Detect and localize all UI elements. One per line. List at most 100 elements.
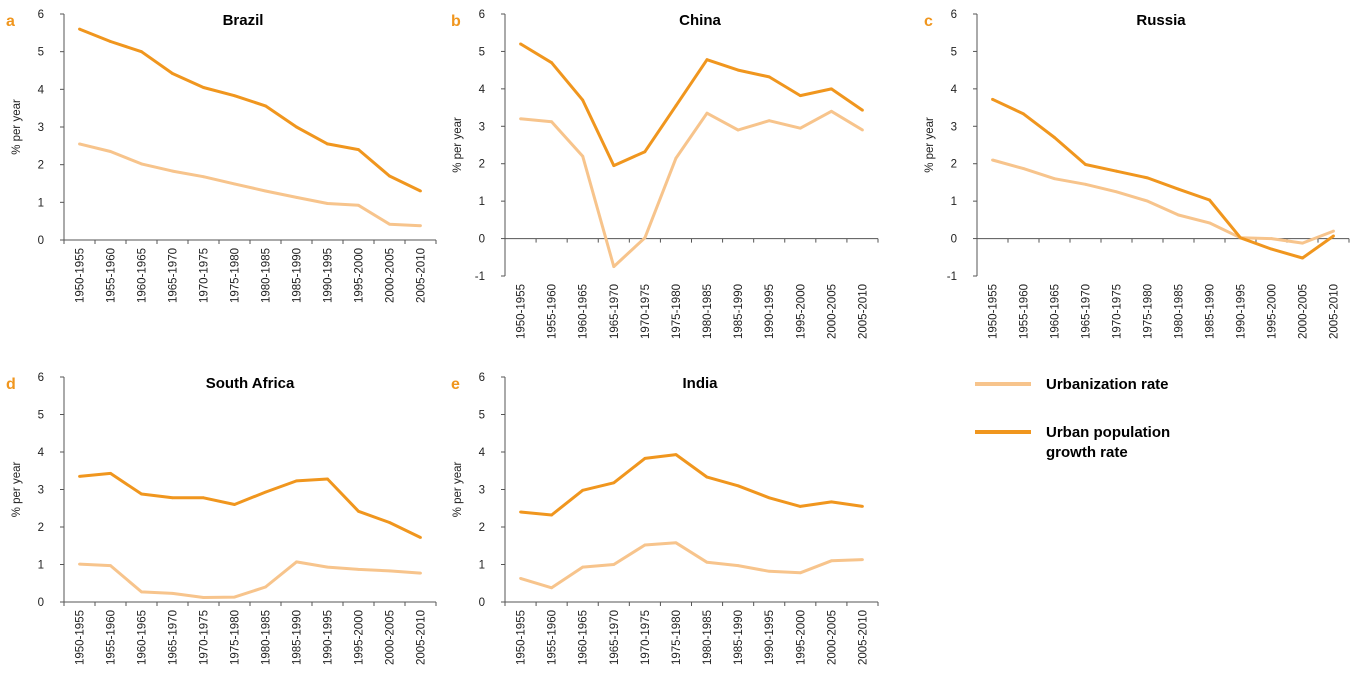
data-point-urbanization xyxy=(991,158,994,162)
data-point-urbanization xyxy=(109,150,112,153)
data-point-urban-growth xyxy=(991,97,994,101)
x-tick-label: 1975-1980 xyxy=(230,610,242,665)
x-tick-label: 1980-1985 xyxy=(702,284,714,339)
x-tick-label: 1985-1990 xyxy=(733,284,745,339)
data-point-urbanization xyxy=(705,111,709,115)
y-tick-label: 0 xyxy=(479,234,485,246)
data-point-urban-growth xyxy=(643,456,647,460)
chart-title: India xyxy=(682,375,718,392)
y-tick-label: 1 xyxy=(951,196,957,208)
data-point-urban-growth xyxy=(643,150,647,154)
x-tick-label: 2000-2005 xyxy=(385,610,397,665)
data-point-urban-growth xyxy=(829,500,833,504)
chart-title: South Africa xyxy=(206,375,295,392)
data-point-urban-growth xyxy=(550,513,554,517)
y-axis-label: % per year xyxy=(11,99,23,155)
data-point-urban-growth xyxy=(78,27,81,31)
data-point-urbanization xyxy=(1084,182,1087,186)
panel-letter: e xyxy=(451,376,460,393)
y-axis-label: % per year xyxy=(452,462,464,518)
panel-letter: b xyxy=(451,13,461,30)
y-tick-label: 2 xyxy=(479,159,485,171)
y-tick-label: 0 xyxy=(38,597,44,609)
y-tick-label: 0 xyxy=(38,235,44,247)
y-tick-label: 1 xyxy=(479,560,485,572)
data-point-urban-growth xyxy=(1022,112,1025,116)
data-point-urbanization xyxy=(78,142,81,146)
data-point-urban-growth xyxy=(388,521,391,524)
y-tick-label: -1 xyxy=(475,271,485,283)
data-point-urbanization xyxy=(1332,229,1335,233)
y-tick-label: 1 xyxy=(38,560,44,572)
x-tick-label: 1970-1975 xyxy=(1112,284,1124,339)
series-line-urban-growth xyxy=(991,97,1335,260)
data-point-urbanization xyxy=(736,564,740,568)
y-tick-label: 6 xyxy=(479,9,485,21)
x-tick-label: 1960-1965 xyxy=(137,248,149,303)
y-tick-label: 4 xyxy=(38,84,45,96)
series-line-urbanization xyxy=(520,541,863,590)
data-point-urbanization xyxy=(171,169,174,173)
x-tick-label: 1955-1960 xyxy=(547,284,559,339)
data-point-urbanization xyxy=(519,576,522,580)
data-point-urbanization xyxy=(581,565,585,569)
y-axis-label: % per year xyxy=(924,117,936,173)
x-tick-label: 1985-1990 xyxy=(1205,284,1217,339)
data-point-urban-growth xyxy=(798,94,802,97)
data-point-urbanization xyxy=(419,224,422,228)
x-tick-label: 1995-2000 xyxy=(354,610,366,665)
x-tick-label: 1960-1965 xyxy=(1050,284,1062,339)
x-tick-label: 1970-1975 xyxy=(199,248,211,303)
data-point-urban-growth xyxy=(233,94,236,98)
x-tick-label: 1975-1980 xyxy=(671,284,683,339)
data-point-urban-growth xyxy=(140,492,143,496)
y-tick-label: 3 xyxy=(38,485,44,497)
data-point-urban-growth xyxy=(1270,247,1273,251)
data-point-urbanization xyxy=(643,236,647,240)
x-tick-label: 1995-2000 xyxy=(354,248,366,303)
data-point-urban-growth xyxy=(674,104,678,108)
x-tick-label: 1955-1960 xyxy=(106,248,118,303)
data-point-urban-growth xyxy=(171,496,174,500)
data-point-urban-growth xyxy=(326,477,329,481)
data-point-urban-growth xyxy=(612,481,616,485)
data-point-urbanization xyxy=(264,585,267,589)
x-tick-label: 2000-2005 xyxy=(385,248,397,303)
x-tick-label: 1975-1980 xyxy=(671,610,683,665)
y-axis-label: % per year xyxy=(452,117,464,173)
data-point-urban-growth xyxy=(767,75,771,79)
x-tick-label: 1950-1955 xyxy=(75,610,87,665)
y-tick-label: 2 xyxy=(951,159,957,171)
chart-title: Brazil xyxy=(223,12,264,29)
data-point-urbanization xyxy=(419,571,422,575)
data-point-urbanization xyxy=(1115,190,1118,194)
data-point-urban-growth xyxy=(550,61,554,65)
data-point-urban-growth xyxy=(202,86,205,89)
data-point-urbanization xyxy=(295,560,298,564)
x-tick-label: 1955-1960 xyxy=(106,610,118,665)
x-tick-label: 1990-1995 xyxy=(764,284,776,339)
series-line-urban-growth xyxy=(79,471,422,539)
data-point-urbanization xyxy=(109,564,112,568)
data-point-urbanization xyxy=(1177,213,1180,217)
data-point-urban-growth xyxy=(519,510,522,514)
data-point-urban-growth xyxy=(264,104,267,108)
y-tick-label: 1 xyxy=(479,196,485,208)
x-tick-label: 1980-1985 xyxy=(261,610,273,665)
chart-panel-d: d South Africa % per year 0 1 2 3 4 5 6 1950-1955 1… xyxy=(6,372,437,665)
y-tick-label: 5 xyxy=(38,47,44,59)
data-point-urbanization xyxy=(861,558,864,562)
x-tick-label: 1960-1965 xyxy=(137,610,149,665)
y-tick-label: 6 xyxy=(38,9,44,21)
data-point-urban-growth xyxy=(357,148,360,152)
data-point-urban-growth xyxy=(581,488,585,492)
x-tick-label: 1960-1965 xyxy=(578,284,590,339)
data-point-urbanization xyxy=(140,162,143,166)
x-tick-label: 1960-1965 xyxy=(578,610,590,665)
series-line-urbanization xyxy=(520,109,864,269)
data-point-urban-growth xyxy=(1084,163,1087,166)
chart-panel-c: c Russia % per year -1 0 1 2 3 4 5 6 1950-1955 1955-… xyxy=(924,9,1350,339)
chart-panel-e: e India % per year 0 1 2 3 4 5 6 1950-1955 1955-196… xyxy=(451,372,879,665)
data-point-urbanization xyxy=(674,156,678,160)
